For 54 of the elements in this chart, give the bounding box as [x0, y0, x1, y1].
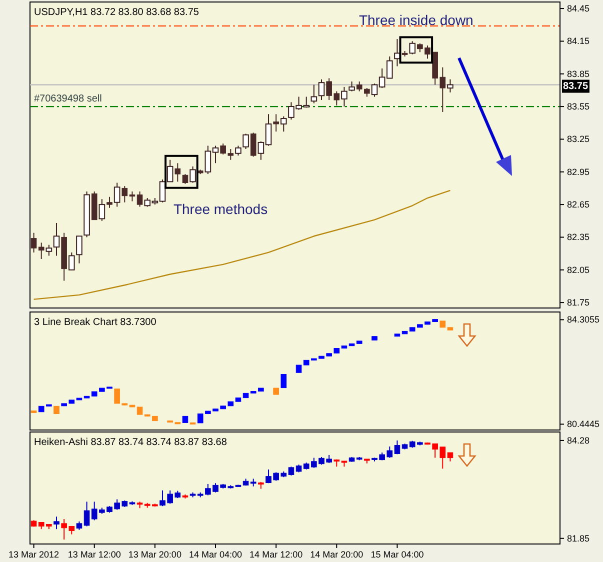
candlestick — [341, 86, 348, 108]
x-tick-label: 13 Mar 12:00 — [68, 549, 121, 560]
candlestick — [447, 78, 454, 93]
y-tick-label: 82.35 — [567, 232, 590, 242]
candlestick — [54, 516, 60, 530]
x-tick-label: 14 Mar 04:00 — [188, 549, 242, 560]
candlestick — [280, 374, 287, 388]
candlestick — [46, 244, 52, 256]
candlestick — [166, 159, 174, 182]
y-tick-label: 82.65 — [567, 199, 590, 210]
x-tick-label: 15 Mar 04:00 — [370, 549, 424, 560]
x-tick-label: 14 Mar 12:00 — [250, 549, 303, 560]
candlestick — [318, 78, 325, 101]
candlestick — [235, 145, 242, 156]
y-tick-label: 80.4445 — [567, 419, 600, 430]
candlestick — [273, 114, 279, 132]
candlestick — [114, 182, 120, 208]
candlestick — [76, 236, 82, 264]
candlestick — [106, 196, 112, 208]
y-tick-label: 83.85 — [567, 68, 590, 79]
x-tick-label: 13 Mar 20:00 — [128, 549, 182, 560]
y-tick-label: 83.25 — [567, 134, 590, 144]
y-tick-label: 81.75 — [567, 297, 590, 308]
x-tick-label: 14 Mar 20:00 — [310, 549, 364, 560]
text: 3 Line Break Chart 83.7300 — [34, 317, 157, 328]
x-tick-label: 13 Mar 2012 — [8, 549, 60, 560]
ref-line-label: 83.75 — [563, 80, 588, 92]
y-tick-label: 84.28 — [567, 435, 590, 446]
candlestick — [348, 80, 355, 92]
candlestick — [53, 222, 60, 256]
text: USDJPY,H1 83.72 83.80 83.68 83.75 — [34, 7, 200, 18]
candlestick — [242, 133, 249, 150]
y-tick-label: 81.85 — [567, 533, 590, 544]
candlestick — [136, 190, 143, 208]
candlestick — [182, 174, 188, 184]
annotation: Three inside down — [358, 12, 474, 28]
y-tick-label: 82.95 — [567, 166, 590, 177]
candlestick — [190, 166, 196, 184]
candlestick — [280, 116, 287, 132]
y-tick-label: 84.15 — [567, 36, 590, 46]
candlestick — [174, 162, 181, 182]
y-tick-label: 83.55 — [567, 101, 590, 112]
candlestick — [409, 40, 416, 55]
candlestick — [68, 252, 75, 270]
ref-line-label: #70639498 sell — [34, 94, 102, 105]
annotation: Three methods — [173, 200, 268, 217]
candlestick — [98, 198, 106, 222]
text: Heiken-Ashi 83.87 83.74 83.74 83.87 83.68 — [34, 437, 228, 448]
candlestick — [310, 84, 318, 104]
y-tick-label: 84.45 — [567, 3, 590, 14]
line-series — [33, 190, 451, 300]
y-tick-label: 84.3055 — [567, 314, 600, 325]
y-tick-label: 82.05 — [567, 264, 590, 275]
candlestick — [250, 132, 256, 158]
